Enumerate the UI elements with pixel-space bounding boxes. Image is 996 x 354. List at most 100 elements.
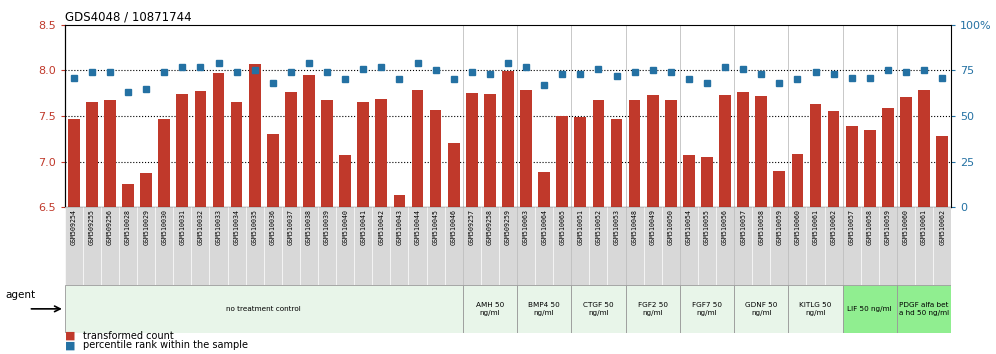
Bar	[611, 119, 622, 207]
Bar	[358, 102, 370, 207]
Bar	[65, 207, 83, 285]
Text: GSM510040: GSM510040	[343, 210, 349, 245]
Text: GSM510050: GSM510050	[667, 210, 673, 245]
Text: transformed count: transformed count	[83, 331, 173, 341]
Text: GSM510065: GSM510065	[559, 210, 566, 245]
Bar	[481, 207, 499, 285]
Text: GSM510033: GSM510033	[215, 210, 221, 245]
Bar	[264, 207, 282, 285]
Text: GSM510028: GSM510028	[125, 210, 131, 245]
Bar	[719, 95, 731, 207]
Text: GSM510062: GSM510062	[831, 210, 837, 245]
Text: FGF2 50
ng/ml: FGF2 50 ng/ml	[637, 302, 667, 316]
Bar	[267, 134, 279, 207]
Bar	[176, 94, 188, 207]
Text: GSM510061: GSM510061	[921, 210, 927, 245]
Text: GSM510045: GSM510045	[432, 210, 438, 245]
Bar	[608, 207, 625, 285]
Bar	[303, 75, 315, 207]
Bar	[680, 285, 734, 333]
Bar	[355, 207, 373, 285]
Text: GSM510059: GSM510059	[884, 210, 890, 245]
Text: GSM510048: GSM510048	[631, 210, 637, 245]
Text: GSM510031: GSM510031	[179, 210, 185, 245]
Text: GSM510055: GSM510055	[704, 210, 710, 245]
Text: GSM510057: GSM510057	[740, 210, 746, 245]
Text: GSM510059: GSM510059	[776, 210, 782, 245]
Bar	[698, 207, 716, 285]
Bar	[716, 207, 734, 285]
Bar	[463, 207, 481, 285]
Bar	[520, 90, 532, 207]
Bar	[426, 207, 444, 285]
Bar	[101, 207, 119, 285]
Bar	[936, 136, 948, 207]
Bar	[393, 195, 405, 207]
Bar	[665, 101, 676, 207]
Bar	[321, 101, 333, 207]
Bar	[105, 101, 116, 207]
Text: GSM510058: GSM510058	[758, 210, 764, 245]
Text: PDGF alfa bet
a hd 50 ng/ml: PDGF alfa bet a hd 50 ng/ml	[899, 302, 949, 316]
Bar	[83, 207, 101, 285]
Bar	[572, 207, 590, 285]
Text: GDS4048 / 10871744: GDS4048 / 10871744	[65, 11, 191, 24]
Bar	[628, 99, 640, 207]
Text: GSM510036: GSM510036	[270, 210, 276, 245]
Bar	[429, 110, 441, 207]
Bar	[572, 285, 625, 333]
Text: GSM510038: GSM510038	[306, 210, 312, 245]
Bar	[828, 112, 840, 207]
Bar	[119, 207, 137, 285]
Bar	[300, 207, 318, 285]
Bar	[373, 207, 390, 285]
Bar	[140, 173, 152, 207]
Text: GSM509258: GSM509258	[487, 210, 493, 245]
Bar	[499, 207, 517, 285]
Bar	[65, 285, 463, 333]
Text: GDNF 50
ng/ml: GDNF 50 ng/ml	[745, 302, 778, 316]
Bar	[734, 285, 789, 333]
Text: percentile rank within the sample: percentile rank within the sample	[83, 341, 248, 350]
Bar	[810, 104, 822, 207]
Text: GSM510035: GSM510035	[252, 210, 258, 245]
Text: no treatment control: no treatment control	[226, 306, 301, 312]
Bar	[538, 172, 550, 207]
Text: GSM510046: GSM510046	[450, 210, 457, 245]
Bar	[897, 285, 951, 333]
Bar	[246, 207, 264, 285]
Bar	[212, 73, 224, 207]
Bar	[191, 207, 209, 285]
Bar	[231, 102, 242, 207]
Text: GSM510060: GSM510060	[903, 210, 909, 245]
Bar	[336, 207, 355, 285]
Bar	[625, 285, 680, 333]
Bar	[918, 90, 930, 207]
Text: GSM510060: GSM510060	[795, 210, 801, 245]
Text: GSM510037: GSM510037	[288, 210, 294, 245]
Bar	[194, 91, 206, 207]
Bar	[590, 207, 608, 285]
Bar	[408, 207, 426, 285]
Text: KITLG 50
ng/ml: KITLG 50 ng/ml	[800, 302, 832, 316]
Bar	[463, 285, 517, 333]
Bar	[553, 207, 572, 285]
Bar	[557, 116, 568, 207]
Bar	[158, 119, 170, 207]
Bar	[517, 285, 572, 333]
Text: GSM510041: GSM510041	[361, 210, 367, 245]
Text: GSM509254: GSM509254	[71, 210, 77, 245]
Bar	[774, 171, 785, 207]
Text: GSM510032: GSM510032	[197, 210, 203, 245]
Bar	[843, 207, 861, 285]
Text: GSM510052: GSM510052	[596, 210, 602, 245]
Bar	[680, 207, 698, 285]
Text: GSM510062: GSM510062	[939, 210, 945, 245]
Text: GSM509255: GSM509255	[89, 210, 95, 245]
Bar	[789, 285, 843, 333]
Bar	[900, 97, 911, 207]
Text: FGF7 50
ng/ml: FGF7 50 ng/ml	[692, 302, 722, 316]
Bar	[737, 92, 749, 207]
Bar	[770, 207, 789, 285]
Bar	[375, 99, 387, 207]
